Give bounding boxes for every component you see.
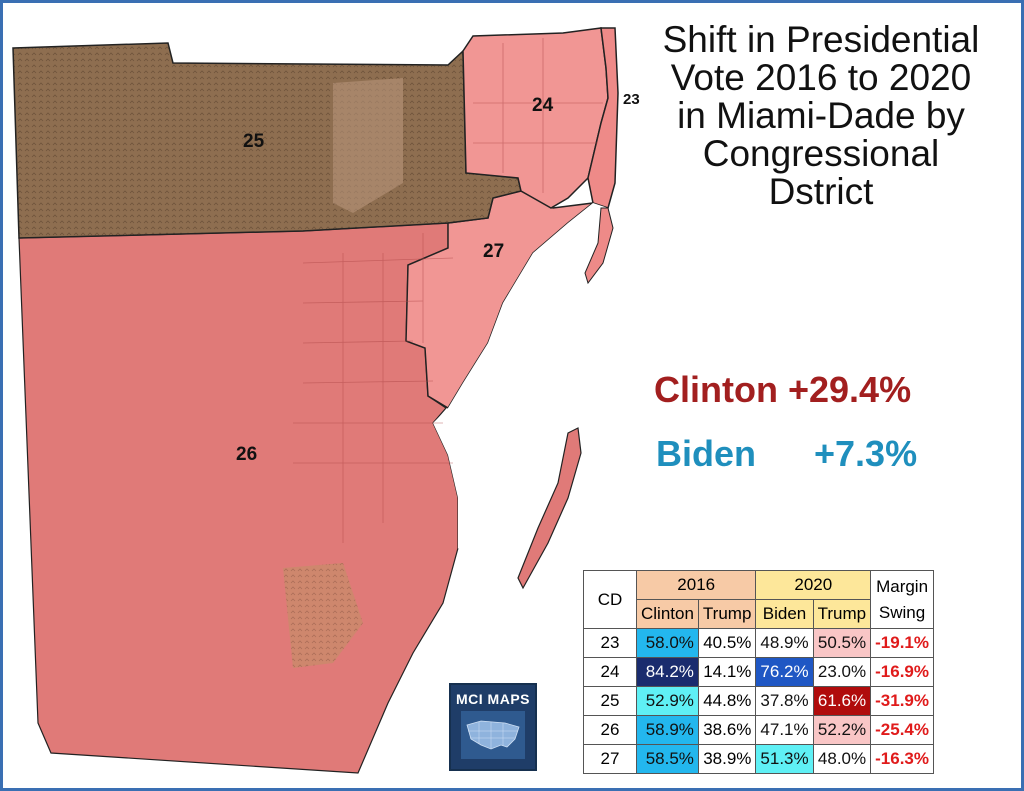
table-header-clinton: Clinton bbox=[636, 599, 699, 629]
biden-cell: 76.2% bbox=[755, 657, 814, 687]
table-row: 24 84.2% 14.1% 76.2% 23.0% -16.9% bbox=[583, 657, 934, 687]
title-line: Shift in Presidential bbox=[662, 19, 980, 60]
district-label-24: 24 bbox=[532, 95, 554, 116]
district-26-area bbox=[18, 222, 459, 774]
margin-swing-cell: -25.4% bbox=[870, 715, 934, 745]
trump-2020-cell: 23.0% bbox=[812, 657, 872, 687]
cd-cell: 24 bbox=[583, 657, 637, 687]
clinton-summary-value: +29.4% bbox=[787, 369, 912, 410]
table-row: 27 58.5% 38.9% 51.3% 48.0% -16.3% bbox=[583, 744, 934, 774]
title-line: Congressional bbox=[702, 133, 940, 174]
trump-2020-cell: 61.6% bbox=[812, 686, 872, 716]
table-header-cd: CD bbox=[583, 570, 637, 629]
miami-dade-map bbox=[12, 27, 619, 774]
margin-swing-cell: -16.9% bbox=[870, 657, 934, 687]
clinton-cell: 58.5% bbox=[636, 744, 699, 774]
title-line: Vote 2016 to 2020 bbox=[670, 57, 972, 98]
table-header-trump-2020: Trump bbox=[812, 599, 872, 629]
biden-summary-label: Biden bbox=[656, 433, 757, 474]
table-header-trump-2016: Trump bbox=[697, 599, 757, 629]
margin-swing-cell: -31.9% bbox=[870, 686, 934, 716]
district-label-26: 26 bbox=[236, 444, 258, 465]
clinton-cell: 84.2% bbox=[636, 657, 699, 687]
table-row: 26 58.9% 38.6% 47.1% 52.2% -25.4% bbox=[583, 715, 934, 745]
clinton-cell: 58.9% bbox=[636, 715, 699, 745]
trump-2020-cell: 50.5% bbox=[812, 628, 872, 658]
biscayne-bay bbox=[433, 203, 608, 583]
mci-maps-logo: MCI MAPS bbox=[449, 683, 537, 771]
cd-cell: 26 bbox=[583, 715, 637, 745]
trump-2020-cell: 52.2% bbox=[812, 715, 872, 745]
clinton-cell: 52.9% bbox=[636, 686, 699, 716]
swing-label: Swing bbox=[878, 602, 926, 622]
logo-title: MCI MAPS bbox=[456, 691, 530, 707]
district-label-23: 23 bbox=[623, 91, 640, 108]
cd-cell: 27 bbox=[583, 744, 637, 774]
district-label-25: 25 bbox=[243, 131, 265, 152]
cd-cell: 23 bbox=[583, 628, 637, 658]
key-island bbox=[584, 207, 614, 285]
title-line: Dstrict bbox=[768, 171, 874, 212]
trump-2016-cell: 14.1% bbox=[697, 657, 757, 687]
margin-label: Margin bbox=[876, 576, 929, 596]
biden-cell: 48.9% bbox=[755, 628, 814, 658]
margin-swing-cell: -16.3% bbox=[870, 744, 934, 774]
table-header-row: CD 2016 2020 Margin Swing bbox=[583, 570, 934, 629]
district-25-area bbox=[12, 42, 522, 239]
table-body: 23 58.0% 40.5% 48.9% 50.5% -19.1% 24 84.2% 14.1%… bbox=[583, 628, 934, 774]
table-header-margin-swing: Margin Swing bbox=[870, 570, 934, 629]
biden-cell: 51.3% bbox=[755, 744, 814, 774]
cd-cell: 25 bbox=[583, 686, 637, 716]
biden-summary: Biden +7.3% bbox=[656, 433, 917, 475]
map-title: Shift in Presidential Vote 2016 to 2020 … bbox=[631, 21, 1011, 211]
key-island bbox=[517, 427, 582, 590]
trump-2016-cell: 40.5% bbox=[697, 628, 757, 658]
usa-map-icon bbox=[461, 711, 525, 759]
trump-2020-cell: 48.0% bbox=[812, 744, 872, 774]
wetland-area bbox=[283, 563, 363, 668]
title-line: in Miami-Dade by bbox=[677, 95, 965, 136]
biden-cell: 47.1% bbox=[755, 715, 814, 745]
trump-2016-cell: 38.9% bbox=[697, 744, 757, 774]
clinton-summary-label: Clinton bbox=[654, 369, 778, 410]
table-header-2016: 2016 bbox=[635, 570, 757, 600]
biden-summary-value: +7.3% bbox=[814, 433, 918, 474]
clinton-cell: 58.0% bbox=[636, 628, 699, 658]
biden-cell: 37.8% bbox=[755, 686, 814, 716]
table-row: 25 52.9% 44.8% 37.8% 61.6% -31.9% bbox=[583, 686, 934, 716]
trump-2016-cell: 44.8% bbox=[697, 686, 757, 716]
table-header-biden: Biden bbox=[755, 599, 814, 629]
table-subheader-row: Clinton Trump Biden Trump bbox=[584, 599, 934, 629]
margin-swing-cell: -19.1% bbox=[870, 628, 934, 658]
results-table: CD 2016 2020 Margin Swing Clinton Trump … bbox=[583, 570, 934, 774]
clinton-summary: Clinton +29.4% bbox=[654, 369, 911, 411]
table-row: 23 58.0% 40.5% 48.9% 50.5% -19.1% bbox=[583, 628, 934, 658]
district-label-27: 27 bbox=[483, 241, 505, 262]
table-header-2020: 2020 bbox=[755, 570, 872, 600]
trump-2016-cell: 38.6% bbox=[697, 715, 757, 745]
